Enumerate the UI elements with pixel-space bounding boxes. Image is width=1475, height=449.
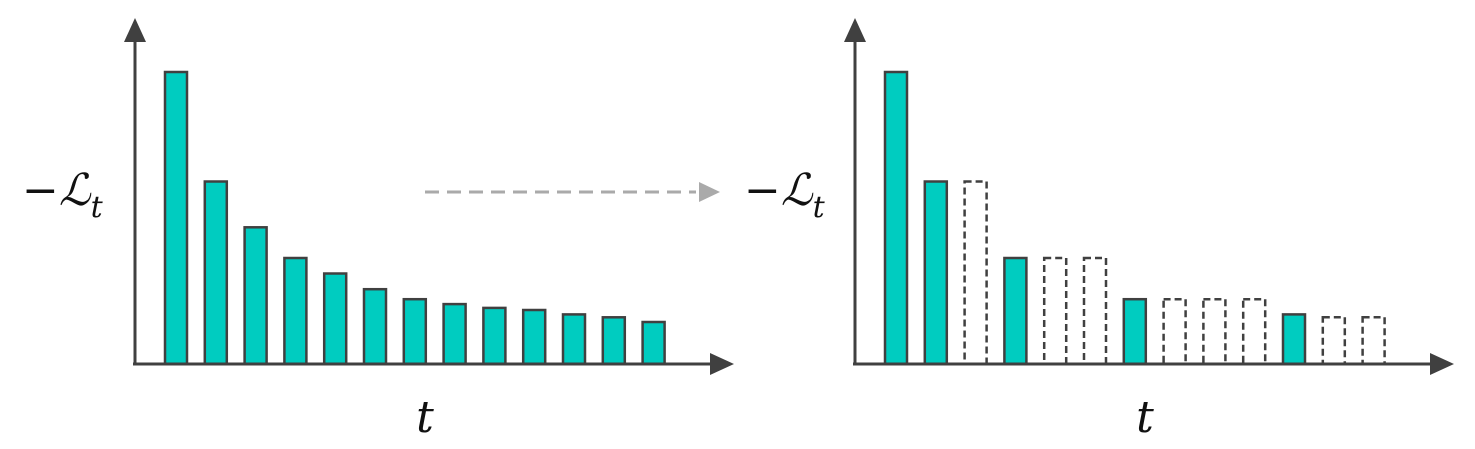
left-bar-10 [521,308,547,366]
left-bar-12 [601,316,627,366]
left-x-axis-arrowhead [710,353,734,375]
left-bar-8 [442,302,467,366]
left-bar-13 [641,320,666,366]
right-y-label-minus: − [744,165,781,216]
right-dashed-bar-9 [1202,297,1227,366]
left-bar-6 [362,287,388,366]
right-bars [883,70,1386,366]
right-x-axis-arrowhead [1430,353,1454,375]
right-bar-4 [1003,256,1028,366]
right-y-axis-arrowhead [844,18,866,42]
right-bar-11 [1281,313,1307,366]
transition-arrow [425,182,720,202]
left-bar-5 [322,272,348,366]
right-x-label: t [1136,392,1154,443]
left-y-label-script: ℒ [59,165,92,216]
left-bars [163,70,666,366]
left-bar-7 [402,297,428,366]
right-dashed-bar-5 [1042,256,1068,366]
left-bar-4 [283,256,308,366]
right-y-label: −ℒt [744,165,826,225]
left-y-axis-arrowhead [124,18,146,42]
right-bar-1 [883,70,909,366]
left-bar-9 [482,306,507,366]
right-panel: −ℒt t [744,18,1454,443]
left-bar-11 [561,313,587,366]
right-bar-2 [923,180,949,366]
right-y-label-sub: t [813,190,826,225]
left-bar-3 [243,226,268,366]
transition-arrow-head [699,182,720,202]
right-dashed-bar-6 [1082,256,1108,366]
right-bar-7 [1122,297,1148,366]
right-dashed-bar-10 [1241,297,1267,366]
left-y-label-sub: t [91,190,104,225]
right-dashed-bar-13 [1361,316,1386,366]
left-bar-1 [163,70,189,366]
left-bar-2 [203,180,229,366]
left-y-label: −ℒt [22,165,104,225]
left-x-label: t [416,392,434,443]
left-y-label-minus: − [22,165,59,216]
left-panel: −ℒt t [22,18,734,443]
right-dashed-bar-3 [963,180,988,366]
right-y-label-script: ℒ [781,165,814,216]
right-dashed-bar-12 [1321,316,1347,366]
right-dashed-bar-8 [1162,297,1187,366]
